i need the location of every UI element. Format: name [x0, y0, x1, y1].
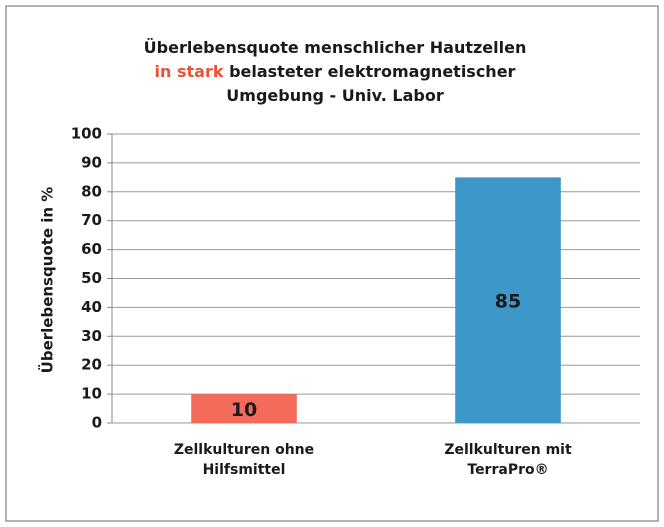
- y-axis-label: Überlebensquote in %: [38, 187, 57, 374]
- chart-title: Umgebung - Univ. Labor: [226, 86, 444, 105]
- title-segment: Umgebung - Univ. Labor: [226, 86, 444, 105]
- x-tick-label: Hilfsmittel: [203, 462, 286, 478]
- chart-title: Überlebensquote menschlicher Hautzellen: [144, 38, 527, 57]
- bar: [455, 177, 561, 423]
- data-label: 85: [495, 291, 521, 313]
- y-tick-label: 0: [92, 414, 102, 432]
- y-tick-label: 20: [81, 356, 102, 374]
- title-segment: belasteter elektromagnetischer: [224, 62, 516, 81]
- y-tick-label: 40: [81, 298, 102, 316]
- y-tick-label: 100: [71, 125, 102, 143]
- y-tick-label: 30: [81, 327, 102, 345]
- y-tick-label: 50: [81, 269, 102, 287]
- y-tick-label: 70: [81, 211, 102, 229]
- data-label: 10: [231, 399, 257, 421]
- bar: [191, 394, 297, 423]
- y-tick-label: 60: [81, 240, 102, 258]
- y-tick-label: 10: [81, 385, 102, 403]
- x-tick-label: Zellkulturen ohne: [174, 442, 314, 458]
- chart-title: in stark belasteter elektromagnetischer: [155, 62, 516, 81]
- title-segment: Überlebensquote menschlicher Hautzellen: [144, 38, 527, 57]
- y-tick-label: 90: [81, 153, 102, 171]
- y-tick-label: 80: [81, 182, 102, 200]
- x-tick-label: TerraPro®: [467, 462, 548, 478]
- x-tick-label: Zellkulturen mit: [444, 442, 572, 458]
- title-segment: in stark: [155, 62, 224, 81]
